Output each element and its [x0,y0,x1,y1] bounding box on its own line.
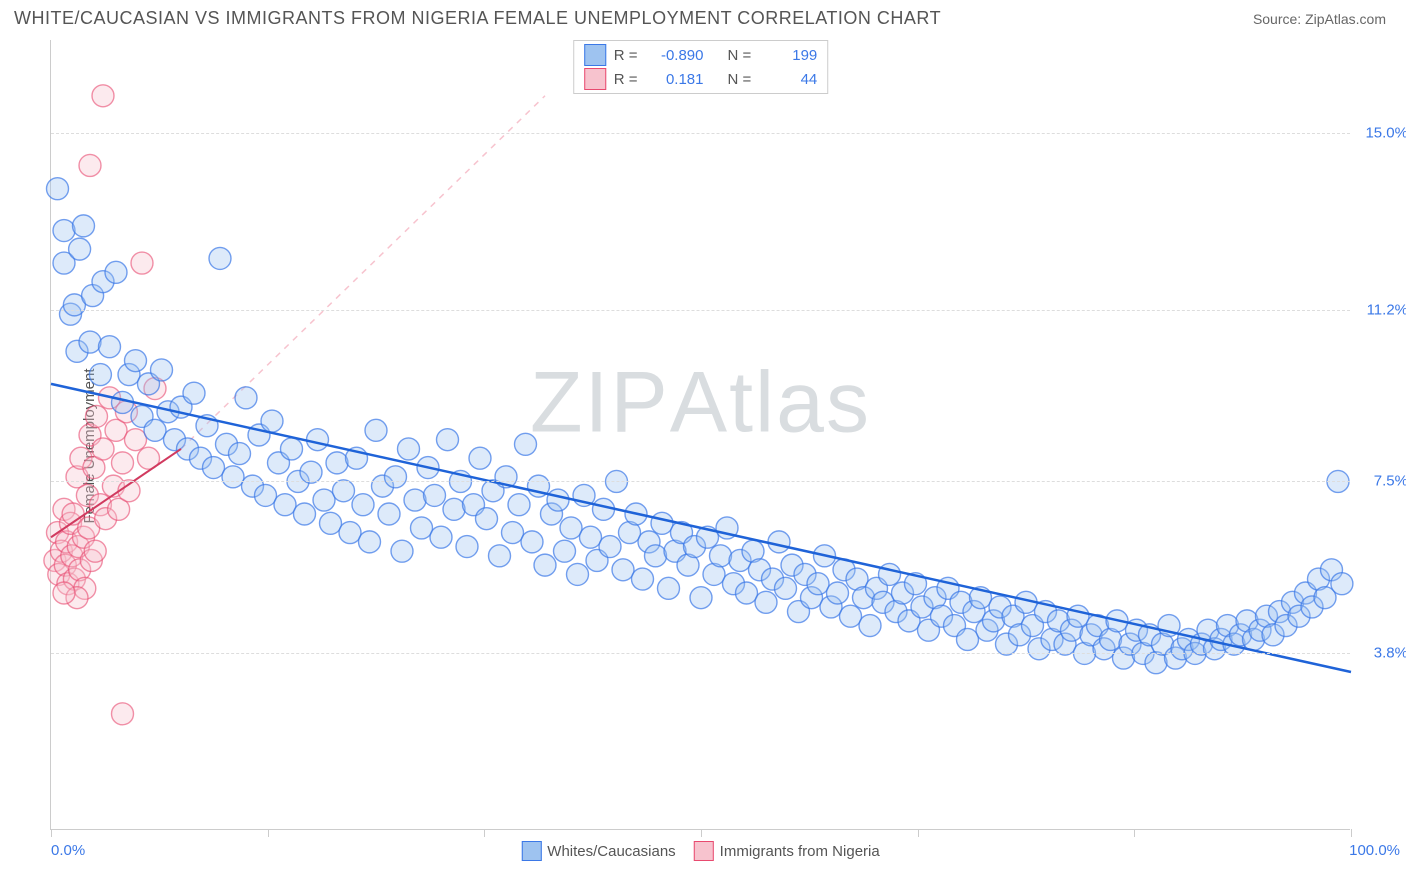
x-tick [701,829,702,837]
plot-area: ZIPAtlas R = -0.890 N = 199 R = 0.181 N … [50,40,1350,830]
x-tick [268,829,269,837]
swatch-series-a [521,841,541,861]
r-value-series-a: -0.890 [646,47,704,64]
swatch-series-a [584,44,606,66]
r-label: R = [614,71,638,88]
legend-row-series-a: R = -0.890 N = 199 [574,43,828,67]
series-a-name: Whites/Caucasians [547,843,675,860]
y-tick-label: 11.2% [1367,301,1406,318]
legend-item-series-a: Whites/Caucasians [521,841,675,861]
gridline-h [51,310,1350,311]
y-tick-label: 15.0% [1365,124,1406,141]
legend-row-series-b: R = 0.181 N = 44 [574,67,828,91]
y-tick-label: 3.8% [1374,645,1406,662]
gridline-h [51,653,1350,654]
x-axis-max-label: 100.0% [1349,842,1400,859]
n-label: N = [728,71,752,88]
r-label: R = [614,47,638,64]
series-legend: Whites/Caucasians Immigrants from Nigeri… [521,841,879,861]
legend-item-series-b: Immigrants from Nigeria [694,841,880,861]
n-value-series-b: 44 [759,71,817,88]
gridline-h [51,133,1350,134]
x-axis-min-label: 0.0% [51,842,85,859]
swatch-series-b [694,841,714,861]
x-tick [1134,829,1135,837]
y-tick-label: 7.5% [1374,473,1406,490]
series-b-name: Immigrants from Nigeria [720,843,880,860]
x-tick [484,829,485,837]
n-value-series-a: 199 [759,47,817,64]
swatch-series-b [584,68,606,90]
x-tick [1351,829,1352,837]
correlation-legend: R = -0.890 N = 199 R = 0.181 N = 44 [573,40,829,94]
source-attribution: Source: ZipAtlas.com [1253,11,1386,27]
n-label: N = [728,47,752,64]
r-value-series-b: 0.181 [646,71,704,88]
x-tick [51,829,52,837]
gridline-h [51,481,1350,482]
chart-svg [51,40,1350,829]
chart-title: WHITE/CAUCASIAN VS IMMIGRANTS FROM NIGER… [14,8,941,29]
x-tick [918,829,919,837]
